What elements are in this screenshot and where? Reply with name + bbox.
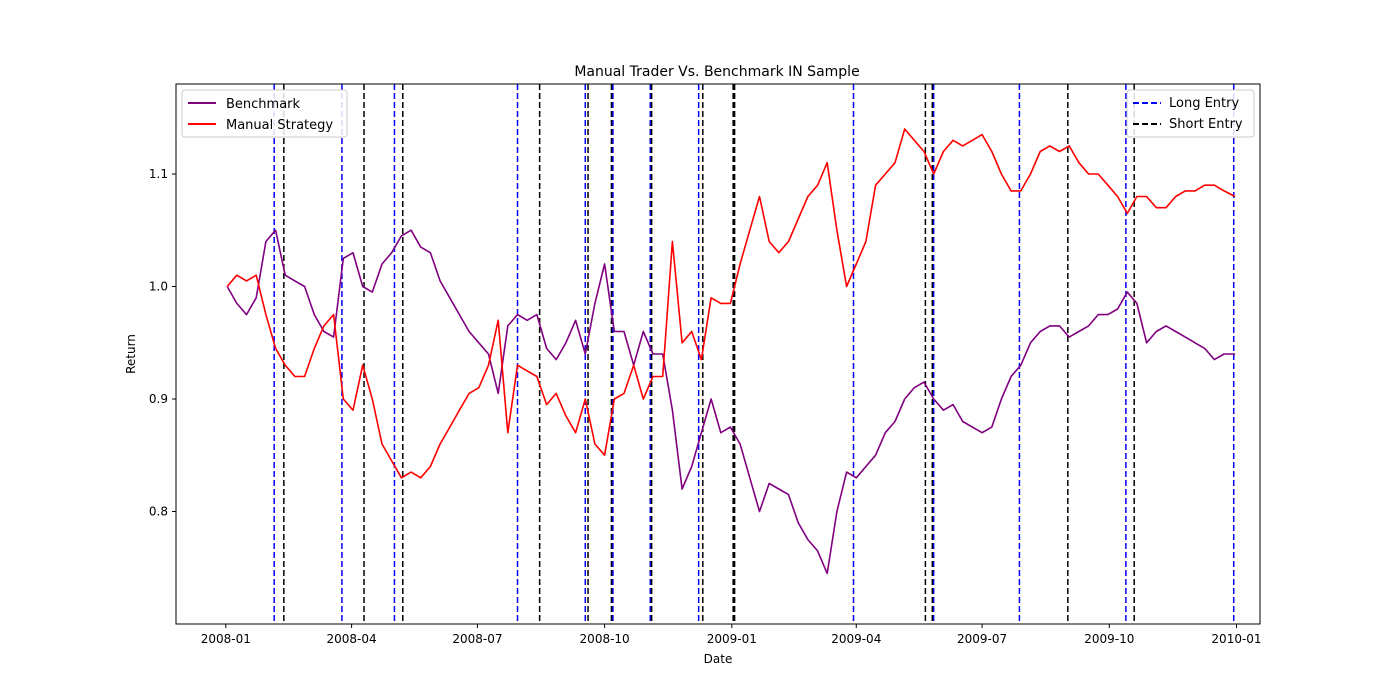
x-axis-ticks: 2008-01 2008-04 2008-07 2008-10 2009-01 2009-… (201, 624, 1262, 646)
x-tick-label: 2009-01 (707, 632, 757, 646)
legend-label-short-entry: Short Entry (1169, 117, 1243, 132)
x-tick-label: 2009-04 (831, 632, 881, 646)
legend-right-box (1126, 89, 1255, 138)
x-tick-label: 2010-01 (1211, 632, 1261, 646)
axes-frame (175, 83, 1261, 625)
y-tick-label: 1.0 (149, 280, 168, 294)
benchmark-line (226, 229, 1236, 575)
legend-label-long-entry: Long Entry (1169, 96, 1239, 111)
x-tick-label: 2008-01 (201, 632, 251, 646)
legend-label-manual-strategy: Manual Strategy (226, 118, 333, 133)
legend-left: Benchmark Manual Strategy (181, 89, 348, 138)
plot-area (226, 84, 1236, 624)
x-axis-label: Date (704, 652, 733, 666)
x-tick-label: 2008-04 (327, 632, 377, 646)
y-tick-label: 0.8 (149, 505, 168, 519)
y-axis-label: Return (124, 334, 138, 374)
legend-left-box (181, 89, 348, 138)
manual-strategy-line (226, 128, 1236, 479)
legend-label-benchmark: Benchmark (226, 97, 301, 112)
x-tick-label: 2008-07 (452, 632, 502, 646)
chart-title: Manual Trader Vs. Benchmark IN Sample (574, 64, 859, 80)
y-tick-label: 0.9 (149, 392, 168, 406)
legend-right: Long Entry Short Entry (1126, 89, 1255, 138)
x-tick-label: 2009-10 (1084, 632, 1134, 646)
x-tick-label: 2009-07 (957, 632, 1007, 646)
y-axis-ticks: 0.8 0.9 1.0 1.1 (149, 167, 176, 519)
y-tick-label: 1.1 (149, 167, 168, 181)
x-tick-label: 2008-10 (580, 632, 630, 646)
